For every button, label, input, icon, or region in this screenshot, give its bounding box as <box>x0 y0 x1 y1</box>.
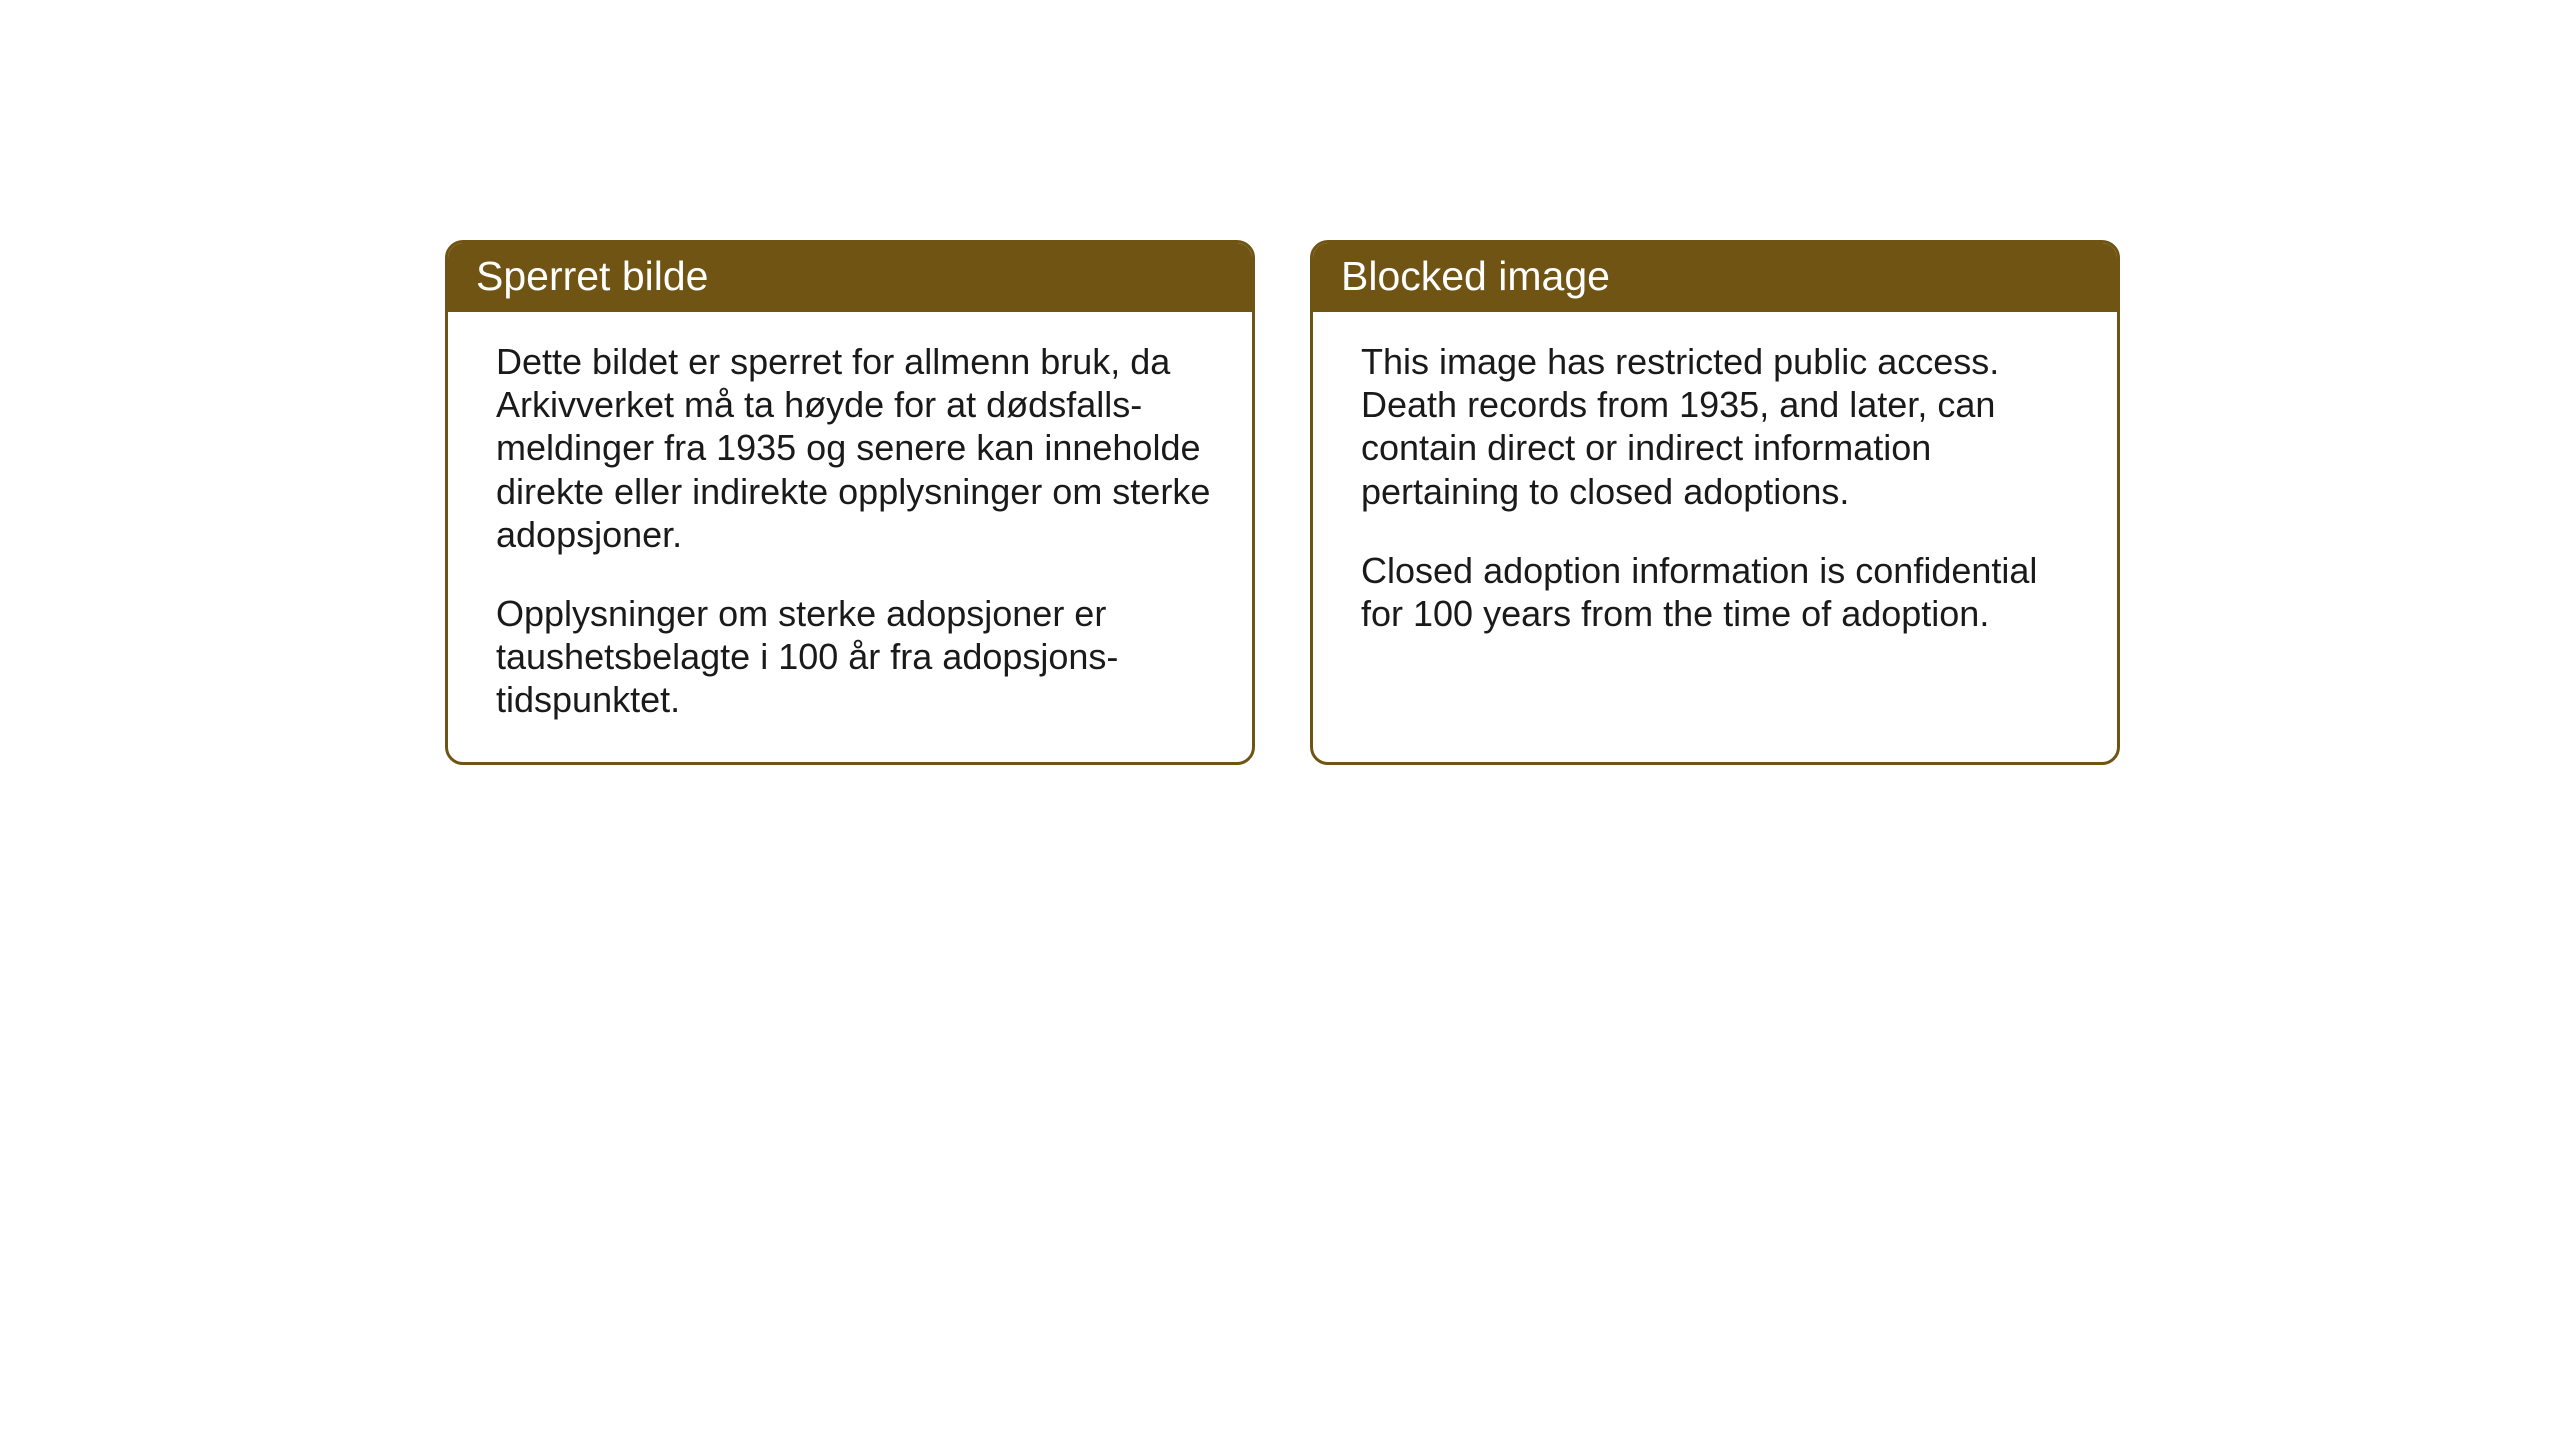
notice-cards-container: Sperret bilde Dette bildet er sperret fo… <box>445 240 2120 765</box>
card-paragraph-norwegian-2: Opplysninger om sterke adopsjoner er tau… <box>496 592 1212 722</box>
card-title-english: Blocked image <box>1313 243 2117 312</box>
card-paragraph-english-2: Closed adoption information is confident… <box>1361 549 2077 635</box>
card-body-norwegian: Dette bildet er sperret for allmenn bruk… <box>448 312 1252 762</box>
card-body-english: This image has restricted public access.… <box>1313 312 2117 762</box>
card-paragraph-norwegian-1: Dette bildet er sperret for allmenn bruk… <box>496 340 1212 556</box>
card-paragraph-english-1: This image has restricted public access.… <box>1361 340 2077 513</box>
notice-card-english: Blocked image This image has restricted … <box>1310 240 2120 765</box>
card-title-norwegian: Sperret bilde <box>448 243 1252 312</box>
notice-card-norwegian: Sperret bilde Dette bildet er sperret fo… <box>445 240 1255 765</box>
